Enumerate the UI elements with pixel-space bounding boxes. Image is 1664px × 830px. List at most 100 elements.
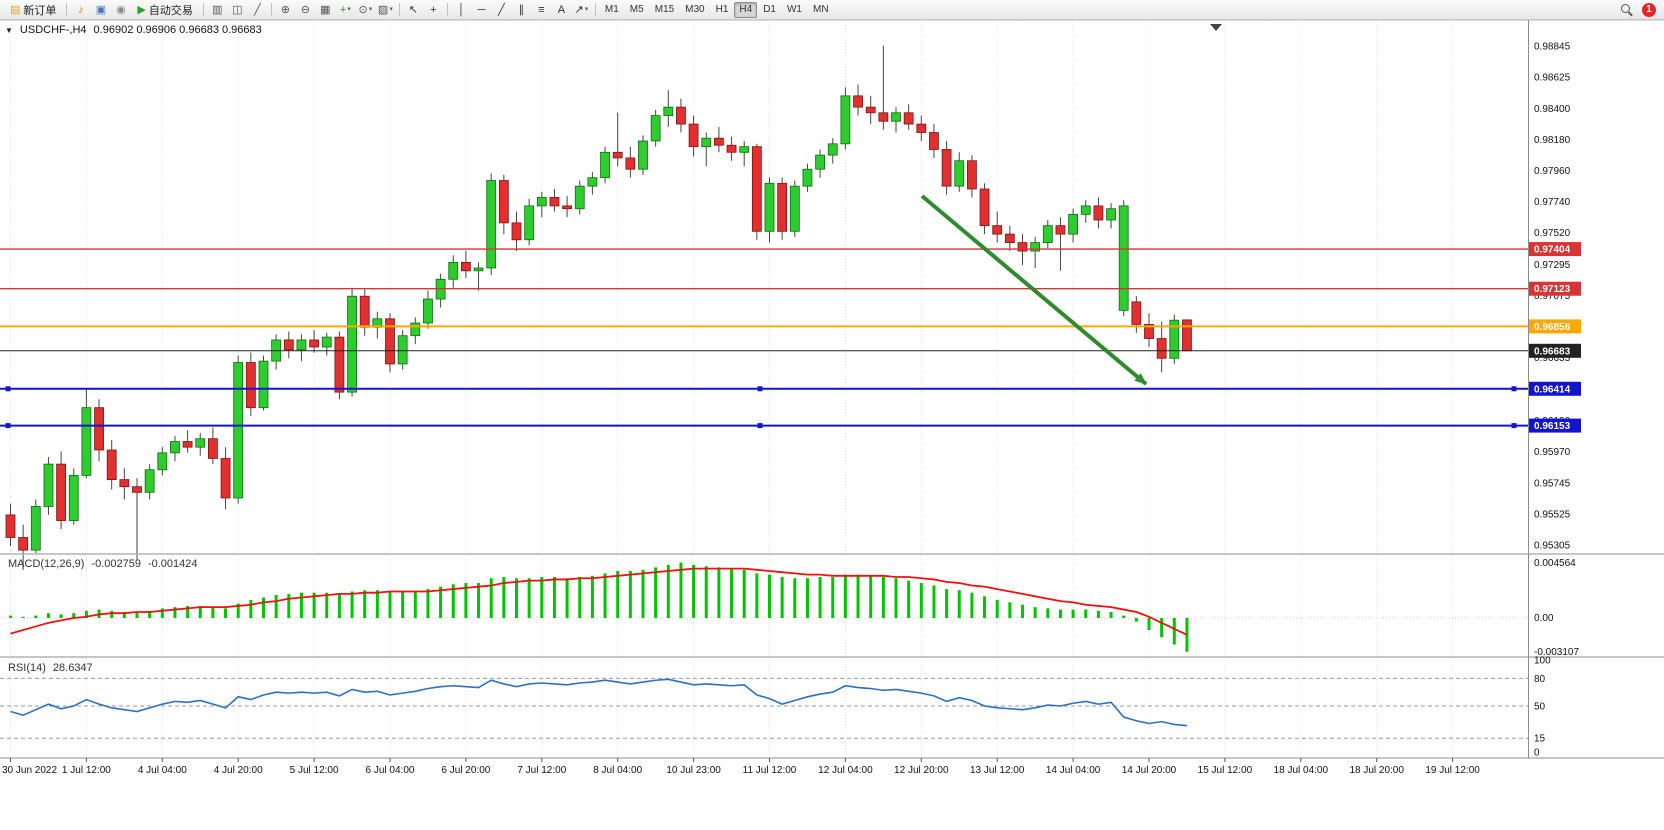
price-axis-label: 0.98625 bbox=[1534, 72, 1571, 83]
rsi-axis-label: 15 bbox=[1534, 734, 1546, 745]
timeframe-h4-button[interactable]: H4 bbox=[734, 1, 758, 18]
toolbar-separator bbox=[270, 3, 272, 16]
time-axis-label: 19 Jul 12:00 bbox=[1425, 765, 1480, 776]
time-axis-label: 6 Jul 20:00 bbox=[441, 765, 490, 776]
cursor-icon[interactable]: ↖ bbox=[408, 3, 418, 16]
macd-signal-line bbox=[10, 567, 1188, 636]
toolbar-separator bbox=[66, 3, 68, 16]
svg-text:0.97123: 0.97123 bbox=[1534, 284, 1571, 295]
price-axis-label: 0.95745 bbox=[1534, 479, 1571, 490]
line-handle[interactable] bbox=[5, 423, 11, 429]
time-axis[interactable]: 30 Jun 2022 1 Jul 12:00 4 Jul 04:00 4 Jul 2… bbox=[2, 758, 1480, 776]
price-tag bbox=[1529, 343, 1581, 358]
chart-symbol-period: USDCHF-,H4 bbox=[19, 24, 87, 36]
candles-layer bbox=[5, 45, 1192, 570]
search-icon[interactable] bbox=[1621, 3, 1634, 16]
timeframe-m30-button[interactable]: M30 bbox=[685, 3, 705, 15]
timeframe-m15-button[interactable]: M15 bbox=[654, 3, 675, 15]
crosshair-icon[interactable]: + bbox=[430, 3, 437, 16]
chart-shift-marker[interactable] bbox=[1210, 24, 1222, 31]
toolbar-separator bbox=[594, 3, 596, 16]
periods-icon-dropdown[interactable]: ▾ bbox=[368, 5, 373, 13]
rsi-axis-label: 0 bbox=[1534, 748, 1540, 759]
vertical-line-icon[interactable]: │ bbox=[457, 3, 465, 16]
price-axis-label: 0.95305 bbox=[1534, 541, 1571, 552]
price-axis-label: 0.98400 bbox=[1534, 104, 1571, 115]
zoom-out-icon[interactable]: ⊖ bbox=[300, 3, 310, 16]
chart-title-bar: ▼ USDCHF-,H4 0.96902 0.96906 0.96683 0.9… bbox=[5, 24, 262, 36]
text-icon[interactable]: A bbox=[557, 3, 566, 16]
toolbar-separator bbox=[202, 3, 204, 16]
candlestick-chart-icon[interactable]: ◫ bbox=[232, 3, 243, 16]
price-axis-label: 0.97075 bbox=[1534, 291, 1571, 302]
price-axis-label: 0.96635 bbox=[1534, 353, 1571, 364]
macd-axis-label: 0.00 bbox=[1534, 613, 1554, 624]
auto-trading-icon: ▶ bbox=[137, 4, 146, 16]
macd-axis-label: -0.003107 bbox=[1534, 647, 1579, 658]
rsi-line bbox=[10, 678, 1188, 727]
channel-icon[interactable]: ∥ bbox=[518, 3, 525, 16]
time-axis-label: 8 Jul 04:00 bbox=[593, 765, 642, 776]
templates-icon[interactable]: ▨ ▾ bbox=[377, 3, 393, 16]
arrows-icon[interactable]: ↗ ▾ bbox=[574, 3, 589, 16]
line-handle[interactable] bbox=[1511, 423, 1517, 429]
trendline-icon[interactable]: ╱ bbox=[498, 3, 505, 16]
svg-text:0.96414: 0.96414 bbox=[1534, 384, 1571, 395]
indicators-icon-dropdown[interactable]: ▾ bbox=[347, 5, 351, 13]
chart-menu-icon[interactable]: ▼ bbox=[5, 25, 13, 35]
rsi-axis-label: 100 bbox=[1534, 656, 1551, 667]
line-handle[interactable] bbox=[5, 386, 11, 392]
toolbar: ▤ 新订单 ♪ ▣ ◉ ▶ 自动交易 ▥ ◫ ╱ ⊕ ⊖ ▦ + ▾ ⊙ ▾ ▨ ▾ ↖ + │ ─ ╱ ∥ ≡ A ↗ ▾ M1 M5 M1… bbox=[0, 0, 1664, 20]
zoom-in-icon[interactable]: ⊕ bbox=[280, 3, 290, 16]
fibonacci-icon[interactable]: ≡ bbox=[538, 3, 545, 16]
svg-text:0.97404: 0.97404 bbox=[1534, 245, 1571, 256]
bar-chart-icon[interactable]: ▥ bbox=[212, 3, 223, 16]
line-chart-icon[interactable]: ╱ bbox=[254, 3, 261, 16]
time-axis-label: 12 Jul 20:00 bbox=[894, 765, 949, 776]
time-axis-label: 5 Jul 12:00 bbox=[290, 765, 339, 776]
support-icon[interactable]: ◉ bbox=[116, 3, 126, 16]
line-handle[interactable] bbox=[757, 423, 763, 429]
timeframe-w1-button[interactable]: W1 bbox=[786, 3, 802, 15]
timeframe-d1-button[interactable]: D1 bbox=[763, 3, 776, 15]
new-order-button[interactable]: ▤ 新订单 bbox=[4, 1, 62, 19]
accounts-icon[interactable]: ▣ bbox=[95, 3, 107, 16]
time-axis-label: 30 Jun 2022 bbox=[2, 765, 57, 776]
timeframe-m5-button[interactable]: M5 bbox=[629, 3, 644, 15]
tile-windows-icon[interactable]: ▦ bbox=[320, 3, 331, 16]
rsi-indicator-label: RSI(14) 28.6347 bbox=[8, 662, 93, 674]
timeframe-mn-button[interactable]: MN bbox=[812, 3, 829, 15]
arrows-icon-dropdown[interactable]: ▾ bbox=[584, 5, 589, 13]
macd-axis-label: 0.004564 bbox=[1534, 558, 1576, 569]
auto-trading-button-label: 自动交易 bbox=[148, 4, 193, 17]
sound-icon[interactable]: ♪ bbox=[78, 3, 84, 16]
time-axis-label: 1 Jul 12:00 bbox=[62, 765, 111, 776]
templates-icon-dropdown[interactable]: ▾ bbox=[389, 5, 393, 13]
macd-indicator-label: MACD(12,26,9) -0.002759 -0.001424 bbox=[8, 558, 198, 570]
time-axis-label: 7 Jul 12:00 bbox=[517, 765, 566, 776]
notification-badge[interactable]: 1 bbox=[1642, 2, 1656, 17]
toolbar-separator bbox=[446, 3, 448, 16]
timeframe-m1-button[interactable]: M1 bbox=[604, 3, 619, 15]
time-axis-label: 18 Jul 20:00 bbox=[1349, 765, 1404, 776]
price-tag bbox=[1529, 381, 1581, 396]
price-axis-label: 0.97960 bbox=[1534, 166, 1571, 177]
price-tag bbox=[1529, 242, 1581, 257]
svg-text:0.96153: 0.96153 bbox=[1534, 421, 1571, 432]
price-tag bbox=[1529, 319, 1581, 334]
periods-icon[interactable]: ⊙ ▾ bbox=[358, 3, 373, 16]
price-axis-label: 0.97295 bbox=[1534, 260, 1571, 271]
time-axis-label: 14 Jul 04:00 bbox=[1046, 765, 1101, 776]
indicators-icon[interactable]: + ▾ bbox=[339, 3, 351, 16]
time-axis-label: 6 Jul 04:00 bbox=[366, 765, 415, 776]
svg-text:0.96856: 0.96856 bbox=[1534, 322, 1571, 333]
price-axis-label: 0.97740 bbox=[1534, 197, 1571, 208]
line-handle[interactable] bbox=[1511, 386, 1517, 392]
trend-arrow[interactable] bbox=[920, 194, 1148, 386]
auto-trading-button[interactable]: ▶ 自动交易 bbox=[131, 1, 198, 19]
time-axis-label: 13 Jul 12:00 bbox=[970, 765, 1025, 776]
horizontal-line-icon[interactable]: ─ bbox=[477, 3, 486, 16]
line-handle[interactable] bbox=[757, 386, 763, 392]
timeframe-h1-button[interactable]: H1 bbox=[715, 3, 729, 15]
